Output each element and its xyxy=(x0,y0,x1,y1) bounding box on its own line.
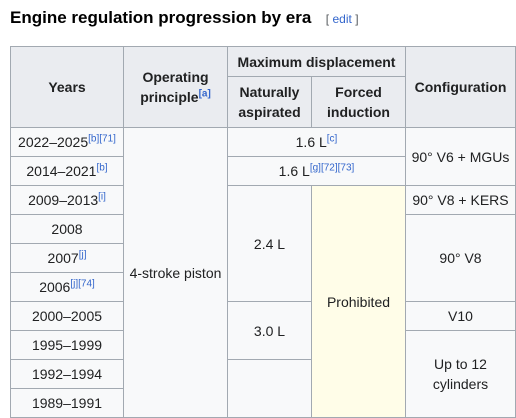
header-forced-induction: Forced induction xyxy=(311,76,406,128)
configuration-cell: 90° V6 + MGUs xyxy=(405,127,516,186)
ref-link[interactable]: [b] xyxy=(88,133,100,145)
years-cell: 2014–2021[b] xyxy=(10,156,124,186)
header-configuration: Configuration xyxy=(405,46,516,128)
configuration-cell: 90° V8 + KERS xyxy=(405,185,516,215)
naturally-aspirated-cell: 2.4 L xyxy=(227,185,312,302)
ref-link[interactable]: [74] xyxy=(78,278,95,290)
years-cell: 2022–2025[b][71] xyxy=(10,127,124,157)
years-cell: 2009–2013[i] xyxy=(10,185,124,215)
header-naturally-aspirated: Naturally aspirated xyxy=(227,76,312,128)
section-title: Engine regulation progression by era xyxy=(10,8,312,27)
header-operating-principle: Operating principle[a] xyxy=(123,46,228,128)
ref-link[interactable]: [a] xyxy=(198,88,211,100)
edit-bracket-close: ] xyxy=(355,12,359,26)
years-cell: 1995–1999 xyxy=(10,330,124,360)
engine-regulation-table: Years Operating principle[a] Maximum dis… xyxy=(10,46,516,418)
naturally-aspirated-cell: 3.0 L xyxy=(227,301,312,360)
header-maximum-displacement: Maximum displacement xyxy=(227,46,406,77)
ref-link[interactable]: [j] xyxy=(78,249,87,261)
years-cell: 1992–1994 xyxy=(10,359,124,389)
edit-section: [ edit ] xyxy=(326,12,359,26)
header-years: Years xyxy=(10,46,124,128)
years-cell: 1989–1991 xyxy=(10,388,124,418)
naturally-aspirated-cell xyxy=(227,359,312,418)
ref-link[interactable]: [i] xyxy=(98,191,106,203)
ref-link[interactable]: [b] xyxy=(96,162,108,174)
years-cell: 2007[j] xyxy=(10,243,124,273)
displacement-cell: 1.6 L[g][72][73] xyxy=(227,156,406,186)
edit-link[interactable]: edit xyxy=(332,12,352,26)
ref-link[interactable]: [73] xyxy=(337,162,355,174)
ref-link[interactable]: [j] xyxy=(70,278,79,290)
forced-induction-cell: Prohibited xyxy=(311,185,406,418)
ref-link[interactable]: [71] xyxy=(99,133,116,145)
displacement-cell: 1.6 L[c] xyxy=(227,127,406,157)
ref-link[interactable]: [72] xyxy=(320,162,338,174)
section-heading: Engine regulation progression by era [ e… xyxy=(10,8,359,32)
configuration-cell: V10 xyxy=(405,301,516,331)
years-cell: 2008 xyxy=(10,214,124,244)
operating-principle-cell: 4-stroke piston xyxy=(123,127,228,418)
configuration-cell: Up to 12 cylinders xyxy=(405,330,516,418)
years-cell: 2000–2005 xyxy=(10,301,124,331)
ref-link[interactable]: [g] xyxy=(309,162,321,174)
ref-link[interactable]: [c] xyxy=(326,133,338,145)
years-cell: 2006[j][74] xyxy=(10,272,124,302)
configuration-cell: 90° V8 xyxy=(405,214,516,302)
edit-bracket-open: [ xyxy=(325,12,330,26)
